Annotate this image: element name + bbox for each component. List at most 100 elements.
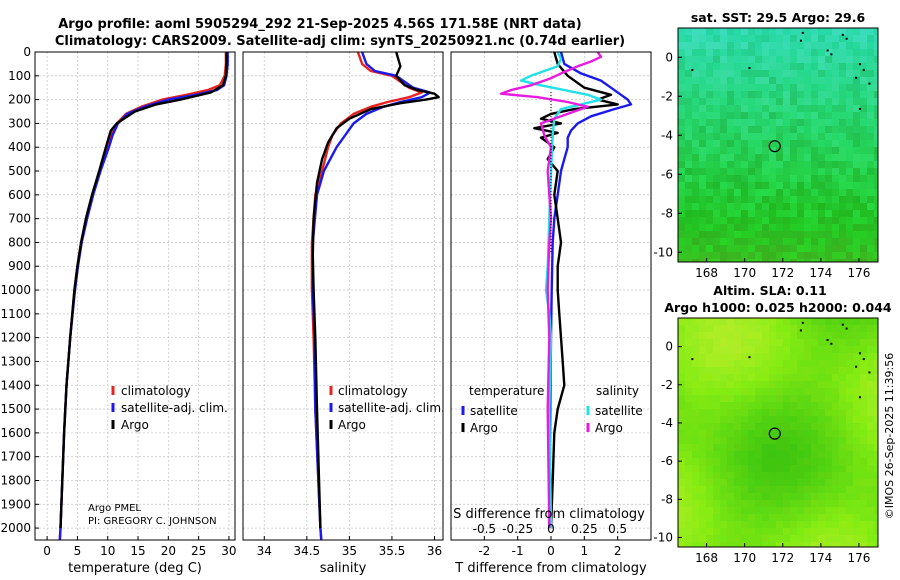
heat-cell [685, 472, 692, 479]
heat-cell [741, 353, 748, 360]
x-tick-label: 170 [733, 266, 756, 280]
heat-cell [741, 507, 748, 514]
heat-cell [783, 189, 790, 196]
heat-cell [734, 245, 741, 252]
heat-cell [748, 224, 755, 231]
heat-cell [769, 528, 776, 535]
heat-cell [860, 325, 867, 332]
heat-cell [846, 70, 853, 77]
heat-cell [762, 458, 769, 465]
heat-cell [839, 437, 846, 444]
heat-cell [769, 395, 776, 402]
heat-cell [720, 423, 727, 430]
heat-cell [825, 224, 832, 231]
heat-cell [762, 98, 769, 105]
heat-cell [797, 238, 804, 245]
heat-cell [748, 63, 755, 70]
heat-cell [825, 105, 832, 112]
heat-cell [734, 465, 741, 472]
heat-cell [811, 161, 818, 168]
heat-cell [804, 231, 811, 238]
heat-cell [874, 112, 878, 119]
heat-cell [692, 409, 699, 416]
heat-cell [727, 423, 734, 430]
heat-cell [776, 182, 783, 189]
heat-cell [699, 318, 706, 325]
heat-cell [839, 542, 846, 547]
heat-cell [790, 70, 797, 77]
x-tick-label: 30 [221, 544, 236, 558]
heat-cell [720, 161, 727, 168]
heat-cell [797, 332, 804, 339]
heat-cell [713, 112, 720, 119]
heat-cell [727, 402, 734, 409]
heat-cell [860, 465, 867, 472]
y-tick-label: 1100 [0, 307, 31, 321]
heat-cell [734, 112, 741, 119]
salinity-profile-panel: 34 34.5 35 35.5 36salinityclimatologysatelli… [242, 51, 445, 576]
heat-cell [818, 318, 825, 325]
heat-cell [860, 395, 867, 402]
heat-cell [867, 224, 874, 231]
heat-cell [720, 203, 727, 210]
heat-cell [692, 224, 699, 231]
heat-cell [685, 318, 692, 325]
heat-cell [804, 528, 811, 535]
heat-cell [818, 430, 825, 437]
heat-cell [713, 42, 720, 49]
heat-cell [832, 472, 839, 479]
heat-cell [699, 140, 706, 147]
heat-cell [811, 203, 818, 210]
heat-cell [776, 126, 783, 133]
heat-cell [692, 91, 699, 98]
heat-cell [755, 353, 762, 360]
heat-cell [867, 245, 874, 252]
heat-cell [797, 381, 804, 388]
heat-cell [713, 49, 720, 56]
heat-cell [825, 28, 832, 35]
heat-cell [818, 388, 825, 395]
heat-cell [832, 479, 839, 486]
heat-cell [685, 91, 692, 98]
heat-cell [692, 402, 699, 409]
heat-cell [825, 395, 832, 402]
heat-cell [720, 259, 727, 262]
heat-cell [692, 346, 699, 353]
heat-cell [685, 252, 692, 259]
legend-label: satellite [595, 404, 643, 418]
heat-cell [699, 423, 706, 430]
island-marker [830, 53, 833, 56]
y-tick-label: 200 [8, 93, 31, 107]
heat-cell [818, 437, 825, 444]
heat-cell [769, 238, 776, 245]
heat-cell [832, 332, 839, 339]
heat-cell [790, 423, 797, 430]
heat-cell [685, 444, 692, 451]
heat-cell [839, 245, 846, 252]
heat-cell [692, 318, 699, 325]
heat-cell [783, 388, 790, 395]
heat-cell [853, 332, 860, 339]
heat-cell [699, 353, 706, 360]
heat-cell [776, 49, 783, 56]
heat-cell [769, 189, 776, 196]
heat-cell [776, 259, 783, 262]
heat-cell [874, 430, 878, 437]
heat-cell [783, 360, 790, 367]
heat-cell [776, 154, 783, 161]
heat-cell [699, 210, 706, 217]
heat-cell [720, 409, 727, 416]
heat-cell [741, 182, 748, 189]
heat-cell [699, 63, 706, 70]
heat-cell [685, 374, 692, 381]
heat-cell [748, 56, 755, 63]
heat-cell [762, 367, 769, 374]
heat-cell [678, 56, 685, 63]
island-marker [826, 338, 829, 341]
heat-cell [811, 500, 818, 507]
heat-cell [811, 395, 818, 402]
heat-cell [692, 465, 699, 472]
heat-cell [783, 542, 790, 547]
heat-cell [804, 126, 811, 133]
heat-cell [755, 528, 762, 535]
